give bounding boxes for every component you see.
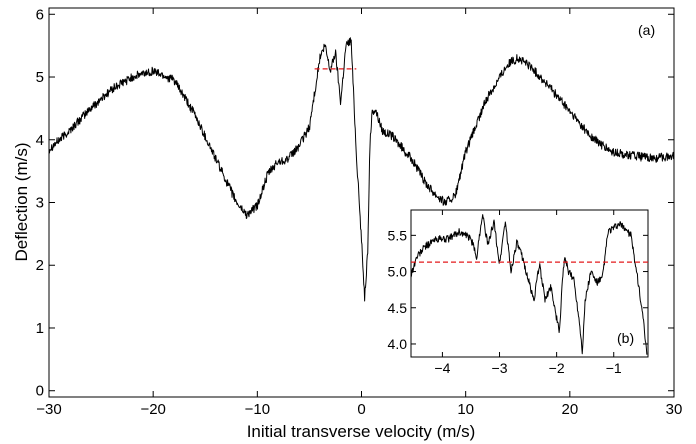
main-plot: −30 −20 −10 0 10 20 30 0 1 2 3 4 5 6 (a) — [36, 6, 683, 418]
x-tick-label: 30 — [666, 401, 683, 418]
inset-x-tick-label: −1 — [606, 360, 622, 376]
inset-x-tick-label: −4 — [434, 360, 450, 376]
y-tick-label: 2 — [36, 257, 44, 274]
x-tick-label: −10 — [245, 401, 270, 418]
inset-tick-labels: −4 −3 −2 −1 4.0 4.5 5.0 5.5 — [388, 227, 622, 376]
y-tick-label: 5 — [36, 69, 44, 86]
inset-y-tick-label: 5.5 — [388, 227, 408, 243]
inset-plot: −4 −3 −2 −1 4.0 4.5 5.0 5.5 (b) — [388, 209, 649, 376]
panel-label-a: (a) — [638, 22, 655, 38]
x-tick-label: 20 — [561, 401, 578, 418]
inset-x-tick-label: −3 — [492, 360, 508, 376]
inset-x-tick-label: −2 — [549, 360, 565, 376]
inset-y-tick-label: 4.0 — [388, 336, 408, 352]
inset-y-tick-label: 4.5 — [388, 300, 408, 316]
y-axis-title: Deflection (m/s) — [12, 142, 31, 261]
inset-series-line — [410, 214, 648, 355]
y-tick-label: 0 — [36, 383, 44, 400]
y-tick-label: 1 — [36, 320, 44, 337]
main-tick-labels: −30 −20 −10 0 10 20 30 0 1 2 3 4 5 6 — [36, 6, 683, 418]
main-series-line — [48, 37, 675, 302]
main-ticks — [48, 8, 675, 397]
x-tick-label: 10 — [457, 401, 474, 418]
x-tick-label: −30 — [36, 401, 61, 418]
y-tick-label: 4 — [36, 132, 44, 149]
x-axis-title: Initial transverse velocity (m/s) — [247, 422, 476, 441]
inset-y-tick-label: 5.0 — [388, 264, 408, 280]
y-tick-label: 3 — [36, 195, 44, 212]
panel-label-b: (b) — [617, 330, 634, 346]
inset-plot-frame — [410, 209, 649, 358]
x-tick-label: −20 — [140, 401, 165, 418]
inset-ticks — [411, 210, 648, 357]
x-tick-label: 0 — [357, 401, 365, 418]
y-tick-label: 6 — [36, 6, 44, 23]
